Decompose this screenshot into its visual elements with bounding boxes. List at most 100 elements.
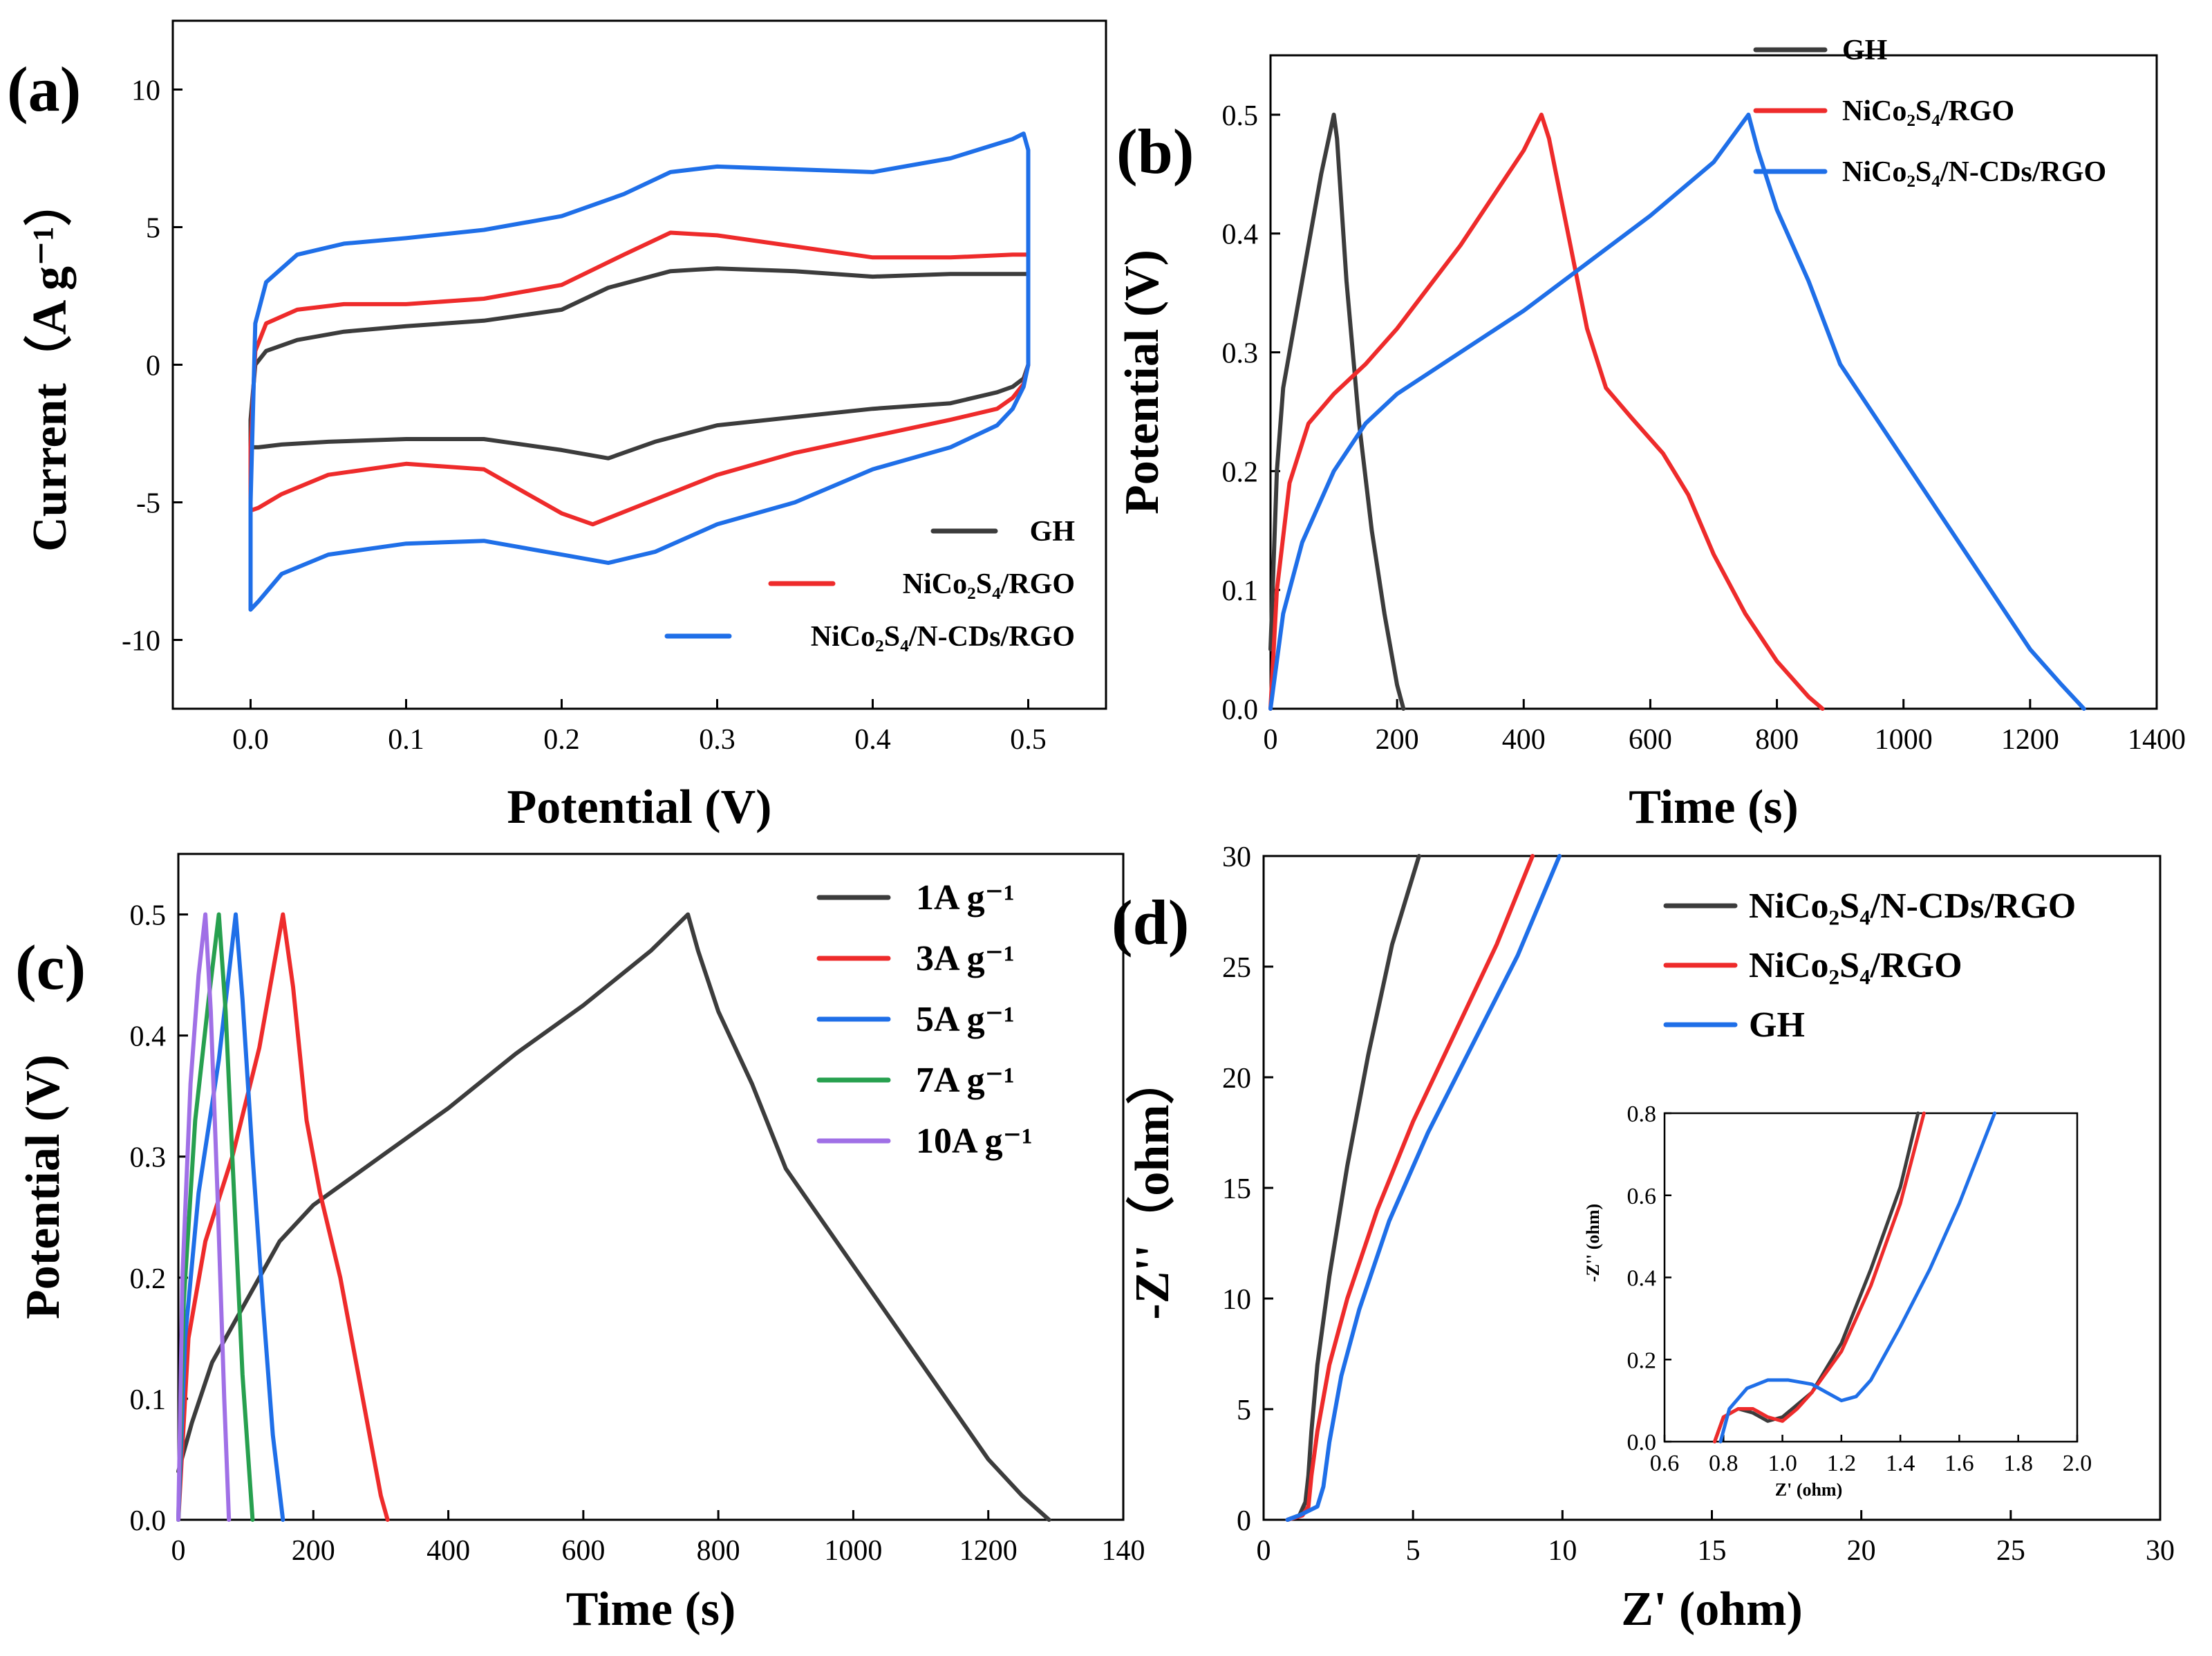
plot-frame (171, 19, 1107, 710)
inset-x-tick-label: 1.0 (1768, 1451, 1797, 1476)
x-tick-label: 600 (561, 1535, 605, 1567)
x-tick-label: 200 (1376, 724, 1419, 756)
panel-c: 0 200 400 600 800 1000 1200 140 0.0 0.1 0.2 0.3 0.4 0… (15, 853, 1145, 1636)
legend-entry-4: 10A g⁻¹ (916, 1122, 1033, 1161)
inset-x-tick-label: 1.2 (1827, 1451, 1857, 1476)
y-tick-label: 0.2 (130, 1263, 167, 1295)
x-tick-label: 20 (1847, 1535, 1876, 1567)
y-axis-label: Current（A g⁻¹） (23, 178, 77, 552)
series-line-1 (1268, 112, 1825, 711)
inset-x-tick-label: 1.8 (2003, 1451, 2033, 1476)
series-line-1 (1285, 854, 1535, 1522)
panel-a: 0.0 0.1 0.2 0.3 0.4 0.5 -10 -5 0 5 10 Potential (V)… (7, 19, 1107, 834)
x-tick-label: 400 (427, 1535, 470, 1567)
x-tick-label: 1000 (824, 1535, 882, 1567)
series-line-0 (176, 912, 1051, 1522)
inset-x-tick-label: 1.4 (1886, 1451, 1915, 1476)
y-tick-label: 0.1 (1222, 575, 1259, 607)
y-tick-label: 5 (146, 213, 160, 245)
x-tick-label: 0 (1257, 1535, 1271, 1567)
y-tick-label: 0.5 (130, 900, 167, 932)
x-tick-label: 30 (2146, 1535, 2175, 1567)
x-tick-label: 600 (1629, 724, 1672, 756)
y-tick-label: 0.2 (1222, 456, 1259, 488)
panel-label: (b) (1116, 116, 1194, 187)
x-tick-label: 0.5 (1010, 724, 1047, 756)
legend-entry-0: GH (1030, 516, 1075, 548)
panel-d: 0 5 10 15 20 25 30 0 5 10 15 20 25 30 Z' (ohm) -Z''（ohm… (1112, 841, 2175, 1636)
legend-entry-1: 3A g⁻¹ (916, 939, 1015, 978)
inset-x-tick-label: 0.8 (1709, 1451, 1738, 1476)
legend-entry-2: GH (1749, 1005, 1805, 1045)
legend-entry-0: NiCo₂S₄/N-CDs/RGO (1749, 886, 2076, 926)
y-tick-label: 30 (1222, 841, 1251, 873)
x-tick-label: 400 (1502, 724, 1546, 756)
inset-y-axis-label: -Z'' (ohm) (1583, 1204, 1603, 1282)
y-tick-label: 0.3 (130, 1142, 167, 1174)
x-axis-label: Potential (V) (507, 781, 772, 834)
x-axis-label: Z' (ohm) (1621, 1583, 1803, 1636)
x-tick-label: 0.0 (232, 724, 269, 756)
series-line-3 (176, 912, 255, 1522)
x-tick-label: 25 (1996, 1535, 2025, 1567)
x-tick-label: 15 (1698, 1535, 1727, 1567)
legend-entry-1: NiCo₂S₄/RGO (1842, 95, 2014, 127)
legend-entry-2: NiCo₂S₄/N-CDs/RGO (1842, 156, 2106, 188)
y-tick-label: 15 (1222, 1173, 1251, 1205)
x-tick-label: 800 (697, 1535, 740, 1567)
y-tick-label: 25 (1222, 952, 1251, 984)
inset-y-tick-label: 0.8 (1627, 1101, 1657, 1127)
inset-plot: 0.6 0.8 1.0 1.2 1.4 1.6 1.8 2.0 0.0 0.2 0.4 0.6 0.8 Z… (1583, 1101, 2092, 1500)
plot-frame (177, 853, 1125, 1521)
x-axis-label: Time (s) (566, 1583, 736, 1636)
legend-entry-2: 5A g⁻¹ (916, 1000, 1015, 1039)
y-tick-label: 5 (1237, 1395, 1251, 1426)
legend-entry-2: NiCo₂S₄/N-CDs/RGO (811, 621, 1075, 653)
y-tick-label: 0.4 (1222, 219, 1259, 251)
y-tick-label: 10 (131, 75, 160, 107)
x-tick-label: 1000 (1875, 724, 1933, 756)
inset-y-tick-label: 0.6 (1627, 1184, 1657, 1209)
legend-entry-0: 1A g⁻¹ (916, 878, 1015, 918)
y-tick-label: 0.0 (1222, 694, 1259, 726)
x-tick-label: 5 (1406, 1535, 1421, 1567)
inset-x-tick-label: 0.6 (1650, 1451, 1680, 1476)
series-line-2 (176, 912, 285, 1522)
x-tick-label: 1400 (2128, 724, 2186, 756)
legend-entry-1: NiCo₂S₄/RGO (1749, 946, 1962, 985)
legend-entry-3: 7A g⁻¹ (916, 1061, 1015, 1100)
y-tick-label: -10 (122, 626, 160, 658)
inset-series-line-1 (1713, 1111, 1926, 1444)
x-tick-label: 0.3 (699, 724, 735, 756)
y-tick-label: 0.0 (130, 1505, 167, 1537)
inset-y-tick-label: 0.0 (1627, 1430, 1657, 1455)
series-line-0 (1285, 854, 1421, 1522)
inset-series-line-2 (1718, 1111, 1997, 1444)
series-line-2 (248, 131, 1031, 612)
x-tick-label: 0.4 (854, 724, 891, 756)
inset-frame (1663, 1112, 2079, 1443)
x-tick-label: 0.2 (543, 724, 580, 756)
series-line-0 (1268, 112, 1406, 711)
y-tick-label: 0.3 (1222, 338, 1259, 370)
inset-y-tick-label: 0.2 (1627, 1348, 1657, 1373)
y-tick-label: 0 (146, 351, 160, 382)
panel-label: (c) (15, 932, 86, 1003)
x-axis-label: Time (s) (1629, 781, 1799, 834)
y-tick-label: 10 (1222, 1284, 1251, 1316)
y-tick-label: 0.4 (130, 1021, 167, 1053)
plot-frame (1269, 54, 2158, 710)
x-tick-label: 10 (1548, 1535, 1577, 1567)
inset-x-axis-label: Z' (ohm) (1775, 1480, 1843, 1500)
inset-x-tick-label: 1.6 (1944, 1451, 1974, 1476)
x-tick-label: 0 (171, 1535, 186, 1567)
y-tick-label: 0.5 (1222, 100, 1259, 132)
series-line-4 (176, 912, 232, 1522)
y-tick-label: 0.1 (130, 1384, 167, 1416)
x-tick-label: 0.1 (388, 724, 424, 756)
panel-label: (a) (7, 54, 81, 124)
series-line-2 (1268, 112, 2086, 711)
panel-b: 0 200 400 600 800 1000 1200 1400 0.0 0.1 0.2 0.3 0.4… (1116, 35, 2186, 834)
x-tick-label: 200 (292, 1535, 335, 1567)
